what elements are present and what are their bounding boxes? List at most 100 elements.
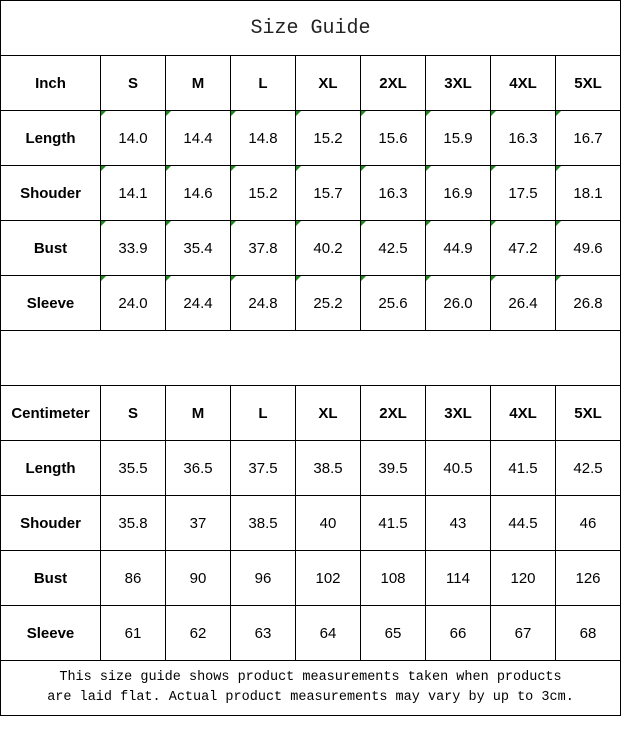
- measurement-value: 35.8: [100, 495, 166, 551]
- measurement-value: 67: [490, 605, 556, 661]
- measurement-value: 120: [490, 550, 556, 606]
- measurement-value: 96: [230, 550, 296, 606]
- measurement-value: 64: [295, 605, 361, 661]
- measurement-value: 126: [555, 550, 621, 606]
- table-row: Bust 86 90 96 102 108 114 120 126: [0, 550, 621, 606]
- measurement-value: 86: [100, 550, 166, 606]
- table-row: Shouder 14.1 14.6 15.2 15.7 16.3 16.9 17.5 18.1: [0, 165, 621, 221]
- size-header: 2XL: [360, 385, 426, 441]
- size-header: L: [230, 385, 296, 441]
- measurement-value: 63: [230, 605, 296, 661]
- measurement-label: Bust: [0, 550, 101, 606]
- measurement-value: 42.5: [555, 440, 621, 496]
- measurement-value: 26.0: [425, 275, 491, 331]
- measurement-label: Length: [0, 110, 101, 166]
- measurement-value: 37.8: [230, 220, 296, 276]
- unit-label: Centimeter: [0, 385, 101, 441]
- measurement-value: 41.5: [490, 440, 556, 496]
- measurement-value: 14.1: [100, 165, 166, 221]
- measurement-value: 38.5: [295, 440, 361, 496]
- measurement-value: 26.8: [555, 275, 621, 331]
- measurement-label: Bust: [0, 220, 101, 276]
- measurement-value: 15.7: [295, 165, 361, 221]
- spacer-cell: [0, 330, 621, 386]
- measurement-value: 90: [165, 550, 231, 606]
- measurement-value: 33.9: [100, 220, 166, 276]
- measurement-value: 24.4: [165, 275, 231, 331]
- size-header: S: [100, 55, 166, 111]
- measurement-value: 38.5: [230, 495, 296, 551]
- measurement-value: 41.5: [360, 495, 426, 551]
- measurement-value: 15.9: [425, 110, 491, 166]
- measurement-value: 36.5: [165, 440, 231, 496]
- measurement-value: 35.4: [165, 220, 231, 276]
- measurement-value: 14.0: [100, 110, 166, 166]
- measurement-label: Shouder: [0, 165, 101, 221]
- size-header: 5XL: [555, 55, 621, 111]
- size-header: 4XL: [490, 55, 556, 111]
- footer-row: This size guide shows product measuremen…: [0, 660, 621, 716]
- inch-header-row: Inch S M L XL 2XL 3XL 4XL 5XL: [0, 55, 621, 111]
- spacer-row: [0, 330, 621, 386]
- table-row: Shouder 35.8 37 38.5 40 41.5 43 44.5 46: [0, 495, 621, 551]
- measurement-value: 14.8: [230, 110, 296, 166]
- measurement-value: 14.6: [165, 165, 231, 221]
- measurement-value: 14.4: [165, 110, 231, 166]
- measurement-value: 40.2: [295, 220, 361, 276]
- measurement-value: 25.2: [295, 275, 361, 331]
- measurement-value: 15.2: [230, 165, 296, 221]
- size-header: 3XL: [425, 385, 491, 441]
- measurement-value: 43: [425, 495, 491, 551]
- measurement-value: 37.5: [230, 440, 296, 496]
- measurement-value: 15.6: [360, 110, 426, 166]
- table-row: Length 14.0 14.4 14.8 15.2 15.6 15.9 16.3 16.7: [0, 110, 621, 166]
- measurement-value: 16.3: [360, 165, 426, 221]
- table-row: Length 35.5 36.5 37.5 38.5 39.5 40.5 41.5 42.5: [0, 440, 621, 496]
- footer-note: This size guide shows product measuremen…: [0, 660, 621, 716]
- size-header: M: [165, 55, 231, 111]
- measurement-value: 44.9: [425, 220, 491, 276]
- measurement-value: 40: [295, 495, 361, 551]
- measurement-value: 25.6: [360, 275, 426, 331]
- footer-note-line: This size guide shows product measuremen…: [59, 670, 562, 685]
- size-header: L: [230, 55, 296, 111]
- measurement-value: 16.9: [425, 165, 491, 221]
- measurement-value: 68: [555, 605, 621, 661]
- measurement-value: 40.5: [425, 440, 491, 496]
- measurement-value: 49.6: [555, 220, 621, 276]
- measurement-value: 26.4: [490, 275, 556, 331]
- measurement-value: 39.5: [360, 440, 426, 496]
- size-header: 3XL: [425, 55, 491, 111]
- size-header: 4XL: [490, 385, 556, 441]
- measurement-value: 102: [295, 550, 361, 606]
- measurement-value: 46: [555, 495, 621, 551]
- measurement-label: Shouder: [0, 495, 101, 551]
- measurement-value: 61: [100, 605, 166, 661]
- table-row: Bust 33.9 35.4 37.8 40.2 42.5 44.9 47.2 49.6: [0, 220, 621, 276]
- measurement-value: 62: [165, 605, 231, 661]
- size-header: M: [165, 385, 231, 441]
- measurement-label: Sleeve: [0, 605, 101, 661]
- measurement-label: Sleeve: [0, 275, 101, 331]
- unit-label: Inch: [0, 55, 101, 111]
- size-header: XL: [295, 385, 361, 441]
- footer-note-line: are laid flat. Actual product measuremen…: [47, 690, 574, 705]
- page-title: Size Guide: [0, 0, 621, 56]
- measurement-value: 15.2: [295, 110, 361, 166]
- measurement-value: 24.0: [100, 275, 166, 331]
- cm-header-row: Centimeter S M L XL 2XL 3XL 4XL 5XL: [0, 385, 621, 441]
- measurement-value: 42.5: [360, 220, 426, 276]
- measurement-value: 66: [425, 605, 491, 661]
- measurement-value: 24.8: [230, 275, 296, 331]
- measurement-value: 16.7: [555, 110, 621, 166]
- measurement-value: 18.1: [555, 165, 621, 221]
- measurement-value: 47.2: [490, 220, 556, 276]
- measurement-label: Length: [0, 440, 101, 496]
- size-header: 5XL: [555, 385, 621, 441]
- measurement-value: 17.5: [490, 165, 556, 221]
- size-header: S: [100, 385, 166, 441]
- size-header: XL: [295, 55, 361, 111]
- measurement-value: 16.3: [490, 110, 556, 166]
- measurement-value: 37: [165, 495, 231, 551]
